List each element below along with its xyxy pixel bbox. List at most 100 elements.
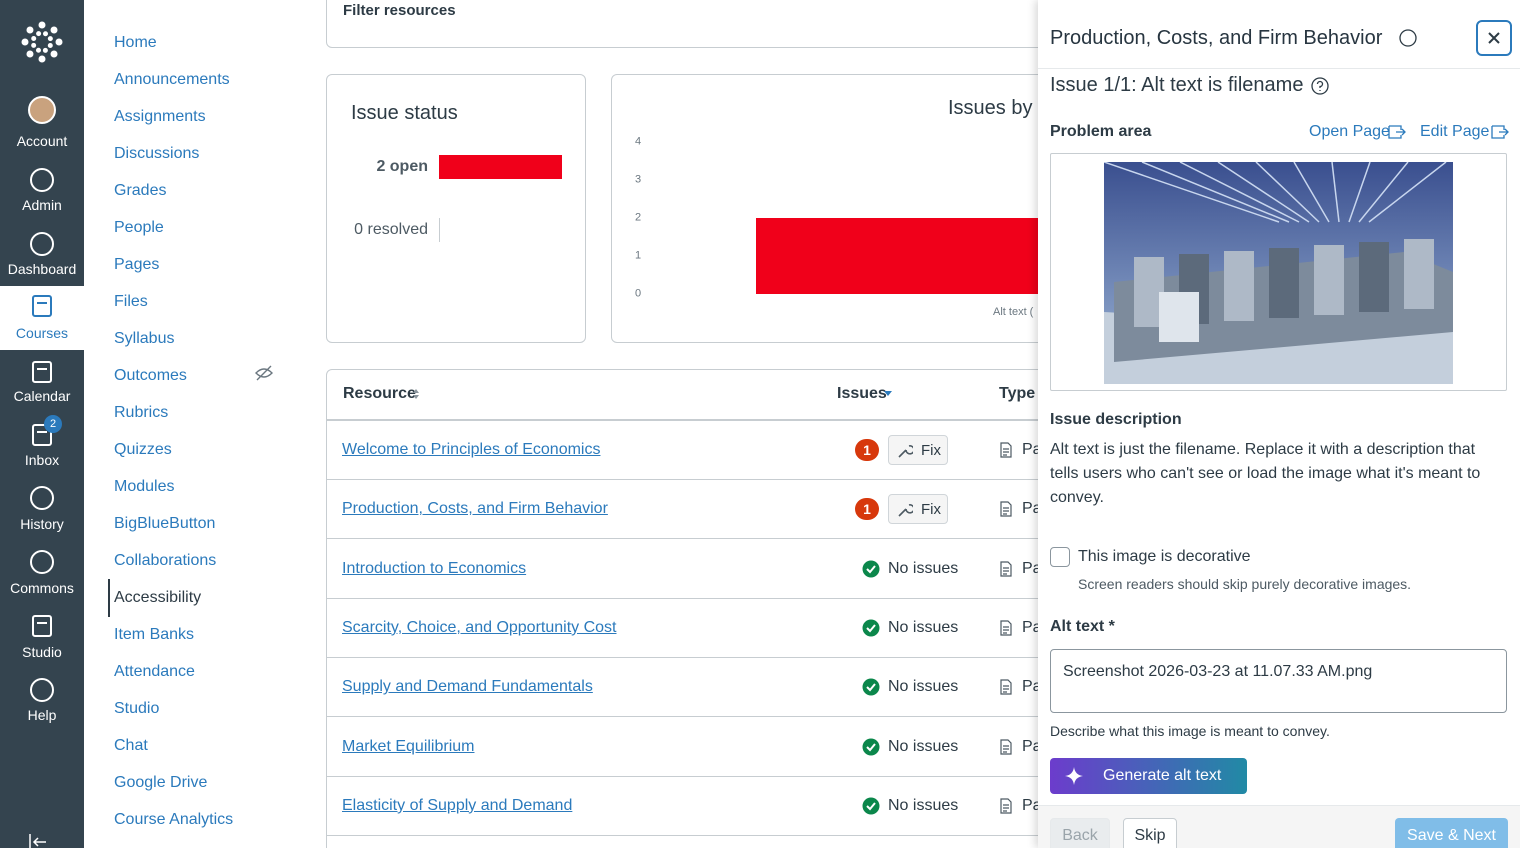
fix-button[interactable]: Fix <box>888 435 948 465</box>
x-tick-label: Alt text ( <box>993 306 1034 318</box>
description-heading: Issue description <box>1050 411 1182 428</box>
course-nav-link[interactable]: Google Drive <box>114 774 208 791</box>
resource-link[interactable]: Supply and Demand Fundamentals <box>342 678 593 696</box>
column-header: Type <box>999 385 1036 402</box>
skip-button[interactable]: Skip <box>1123 818 1177 848</box>
nav-label[interactable]: Dashboard <box>7 261 77 277</box>
nav-label[interactable]: Courses <box>15 325 69 341</box>
resource-link[interactable]: Market Equilibrium <box>342 737 475 755</box>
cabinet <box>1159 292 1199 342</box>
icon-shape <box>30 486 54 510</box>
nav-icon <box>30 168 54 192</box>
course-nav-link[interactable]: Studio <box>114 700 160 717</box>
decorative-label[interactable]: This image is decorative <box>1078 548 1251 565</box>
type-text: Pa <box>1022 500 1042 518</box>
logo-dot <box>38 55 46 63</box>
fix-button[interactable]: Fix <box>888 494 948 525</box>
nav-label[interactable]: Studio <box>22 644 62 660</box>
resource-link[interactable]: Production, Costs, and Firm Behavior <box>342 500 608 518</box>
close-button[interactable] <box>1476 20 1512 56</box>
nav-icon <box>30 550 54 574</box>
row-rule <box>327 775 1125 777</box>
course-nav-link[interactable]: Quizzes <box>114 441 172 458</box>
sort <box>884 391 892 396</box>
ai-ring <box>1399 29 1417 47</box>
doc <box>1000 442 1012 458</box>
y-tick-label: 0 <box>634 287 642 300</box>
issue-count: 1 <box>855 439 879 461</box>
truss <box>1141 162 1290 223</box>
save-next-button[interactable]: Save & Next <box>1395 818 1508 848</box>
external-icon <box>1388 125 1406 139</box>
type-text: Pa <box>1022 441 1042 458</box>
type-text: Pa <box>1022 737 1042 755</box>
course-nav-link[interactable]: Attendance <box>114 663 195 680</box>
x <box>1488 32 1500 44</box>
resource-link[interactable]: Elasticity of Supply and Demand <box>342 796 573 814</box>
course-nav-link[interactable]: Announcements <box>114 71 230 88</box>
course-nav-link[interactable]: Assignments <box>114 108 206 125</box>
truss <box>1348 162 1371 223</box>
icon-shape <box>30 168 54 192</box>
nav-label[interactable]: Inbox <box>24 452 60 468</box>
course-nav-link[interactable]: Grades <box>114 182 167 199</box>
course-nav-link[interactable]: Chat <box>114 737 148 754</box>
nav-label[interactable]: Admin <box>22 197 62 213</box>
column-header[interactable]: Issues <box>837 385 887 402</box>
divider <box>1038 68 1520 69</box>
generate-button[interactable]: Generate alt text <box>1050 758 1247 794</box>
machine-part <box>1359 242 1389 312</box>
check-icon <box>862 560 880 578</box>
column-header[interactable]: Resource <box>343 385 416 402</box>
course-nav-link[interactable]: Course Analytics <box>114 811 234 828</box>
issue-heading: Issue 1/1: Alt text is filename <box>1050 74 1304 96</box>
checkbox[interactable] <box>1050 547 1070 567</box>
course-nav-link[interactable]: BigBlueButton <box>114 515 216 532</box>
nav-label[interactable]: Commons <box>10 580 74 596</box>
status-text: No issues <box>888 559 959 577</box>
y-tick-label: 1 <box>634 249 642 262</box>
alt-text-label: Alt text * <box>1050 618 1115 635</box>
course-nav-link[interactable]: Modules <box>114 478 175 495</box>
course-nav-link[interactable]: Outcomes <box>114 367 187 384</box>
resource-link[interactable]: Welcome to Principles of Economics <box>342 441 601 458</box>
check-bg <box>862 797 880 815</box>
nav-icon <box>32 295 52 317</box>
q-mark <box>1316 80 1324 91</box>
logo-dot <box>50 26 58 34</box>
nav-label[interactable]: History <box>20 516 64 532</box>
course-nav-link[interactable]: Home <box>114 34 157 51</box>
course-nav-link[interactable]: Pages <box>114 256 160 273</box>
edit-page-link[interactable]: Edit Page <box>1420 123 1490 140</box>
open-page-link[interactable]: Open Page <box>1309 123 1390 140</box>
help-icon <box>1311 77 1329 95</box>
back-button[interactable]: Back <box>1050 818 1110 848</box>
sparkle <box>1065 767 1083 785</box>
nav-label[interactable]: Calendar <box>13 388 71 404</box>
type-text: Pa <box>1022 678 1042 696</box>
doc <box>1000 679 1012 695</box>
course-nav-link[interactable]: Item Banks <box>114 626 195 643</box>
wrench-icon <box>898 445 913 458</box>
collapse-icon <box>29 834 46 848</box>
collapse-arrow <box>29 834 46 848</box>
truss <box>1331 162 1340 223</box>
nav-icon <box>32 424 52 446</box>
course-nav-link[interactable]: Collaborations <box>114 552 217 569</box>
course-nav-link[interactable]: People <box>114 219 164 236</box>
course-nav-link[interactable]: Syllabus <box>114 330 175 347</box>
course-nav-link[interactable]: Files <box>114 293 148 310</box>
row-rule <box>327 656 1125 658</box>
resource-link[interactable]: Scarcity, Choice, and Opportunity Cost <box>342 618 617 636</box>
nav-icon <box>30 486 54 510</box>
nav-label[interactable]: Account <box>16 133 68 149</box>
header-rule <box>327 419 1125 421</box>
course-nav-link[interactable]: Rubrics <box>114 404 169 421</box>
course-nav-link[interactable]: Accessibility <box>114 589 202 606</box>
resource-link[interactable]: Introduction to Economics <box>342 559 527 577</box>
avatar <box>28 96 56 124</box>
machine-part <box>1314 245 1344 315</box>
alt-text-input[interactable]: Screenshot 2026-03-23 at 11.07.33 AM.png <box>1050 649 1507 713</box>
nav-label[interactable]: Help <box>27 707 57 723</box>
course-nav-link[interactable]: Discussions <box>114 145 200 162</box>
